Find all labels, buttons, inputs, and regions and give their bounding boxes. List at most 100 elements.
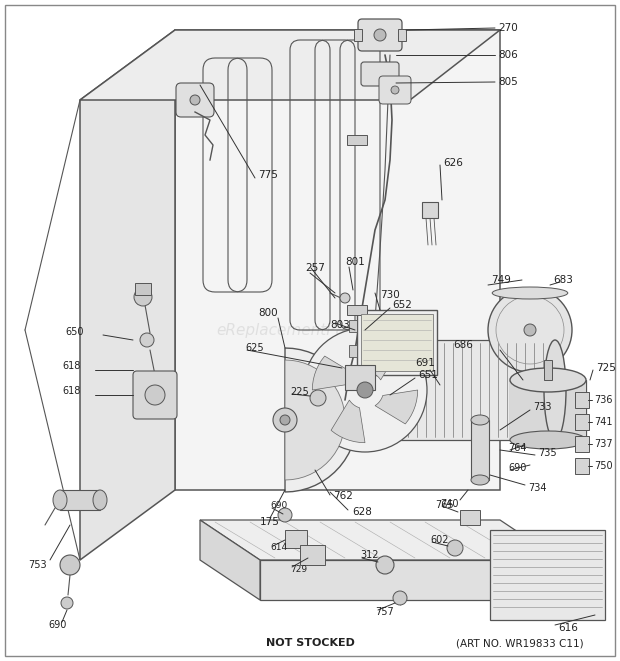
Bar: [575, 392, 589, 408]
Circle shape: [140, 333, 154, 347]
Bar: [544, 360, 552, 380]
Bar: [422, 202, 438, 218]
FancyBboxPatch shape: [133, 371, 177, 419]
Text: 625: 625: [245, 343, 264, 353]
Text: 691: 691: [415, 358, 435, 368]
Polygon shape: [200, 520, 560, 560]
Circle shape: [393, 591, 407, 605]
Circle shape: [61, 597, 73, 609]
Text: 735: 735: [538, 448, 557, 458]
FancyBboxPatch shape: [358, 19, 402, 51]
Polygon shape: [375, 390, 418, 424]
Ellipse shape: [471, 475, 489, 485]
Bar: [575, 436, 589, 452]
Bar: [135, 283, 151, 295]
Text: 749: 749: [491, 275, 511, 285]
Text: 312: 312: [360, 550, 378, 560]
Text: 775: 775: [258, 170, 278, 180]
Text: 270: 270: [498, 23, 518, 33]
Polygon shape: [285, 360, 345, 480]
Text: 765: 765: [435, 500, 454, 510]
Polygon shape: [331, 400, 365, 443]
Text: NOT STOCKED: NOT STOCKED: [265, 638, 355, 648]
Text: 616: 616: [558, 623, 578, 633]
Text: 225: 225: [290, 387, 309, 397]
Ellipse shape: [544, 340, 566, 440]
Text: 626: 626: [443, 158, 463, 168]
Text: 628: 628: [352, 507, 372, 517]
Bar: [349, 320, 357, 332]
Circle shape: [310, 390, 326, 406]
Text: 740: 740: [440, 499, 459, 509]
Bar: [349, 345, 357, 357]
Circle shape: [190, 95, 200, 105]
Text: 257: 257: [305, 263, 325, 273]
Text: 650: 650: [65, 327, 84, 337]
Bar: [361, 314, 433, 371]
Text: 690: 690: [270, 500, 287, 510]
Circle shape: [391, 86, 399, 94]
Text: 764: 764: [508, 443, 526, 453]
Text: 730: 730: [380, 290, 400, 300]
Ellipse shape: [510, 431, 586, 449]
Text: 618: 618: [62, 386, 81, 396]
FancyBboxPatch shape: [361, 62, 399, 86]
Bar: [575, 414, 589, 430]
Text: (ART NO. WR19833 C11): (ART NO. WR19833 C11): [456, 638, 584, 648]
Text: 683: 683: [553, 275, 573, 285]
Circle shape: [273, 408, 297, 432]
Bar: [300, 545, 325, 565]
Polygon shape: [175, 30, 500, 490]
Text: 618: 618: [62, 361, 81, 371]
Circle shape: [374, 29, 386, 41]
Text: 652: 652: [392, 300, 412, 310]
Polygon shape: [510, 380, 586, 440]
Bar: [398, 29, 406, 41]
Text: 733: 733: [533, 402, 552, 412]
Text: 175: 175: [260, 517, 280, 527]
Bar: [490, 530, 605, 620]
Polygon shape: [365, 337, 399, 380]
Text: 803: 803: [330, 320, 350, 330]
Text: 734: 734: [528, 483, 546, 493]
Polygon shape: [285, 348, 357, 492]
Circle shape: [145, 385, 165, 405]
Ellipse shape: [471, 415, 489, 425]
Circle shape: [278, 508, 292, 522]
Bar: [575, 458, 589, 474]
Text: 750: 750: [594, 461, 613, 471]
Text: 800: 800: [258, 308, 278, 318]
Ellipse shape: [53, 490, 67, 510]
Text: 614: 614: [270, 543, 287, 553]
Text: 757: 757: [375, 607, 394, 617]
Text: 801: 801: [345, 257, 365, 267]
Circle shape: [280, 415, 290, 425]
Text: 741: 741: [594, 417, 613, 427]
Text: 753: 753: [28, 560, 46, 570]
Polygon shape: [200, 520, 260, 600]
Circle shape: [488, 288, 572, 372]
Bar: [347, 135, 367, 145]
Bar: [354, 29, 362, 41]
Text: 737: 737: [594, 439, 613, 449]
Bar: [357, 310, 437, 375]
Polygon shape: [80, 30, 175, 560]
Text: 686: 686: [453, 340, 473, 350]
Circle shape: [376, 556, 394, 574]
Polygon shape: [312, 356, 355, 390]
Text: 762: 762: [333, 491, 353, 501]
Bar: [60, 490, 100, 510]
Circle shape: [524, 324, 536, 336]
Bar: [460, 510, 480, 525]
Text: 725: 725: [596, 363, 616, 373]
Ellipse shape: [93, 490, 107, 510]
FancyBboxPatch shape: [176, 83, 214, 117]
Bar: [471, 420, 489, 480]
Polygon shape: [80, 30, 500, 100]
Polygon shape: [260, 560, 560, 600]
Text: 690: 690: [508, 463, 526, 473]
Text: 602: 602: [430, 535, 448, 545]
Circle shape: [303, 328, 427, 452]
Bar: [285, 530, 307, 548]
Circle shape: [447, 540, 463, 556]
